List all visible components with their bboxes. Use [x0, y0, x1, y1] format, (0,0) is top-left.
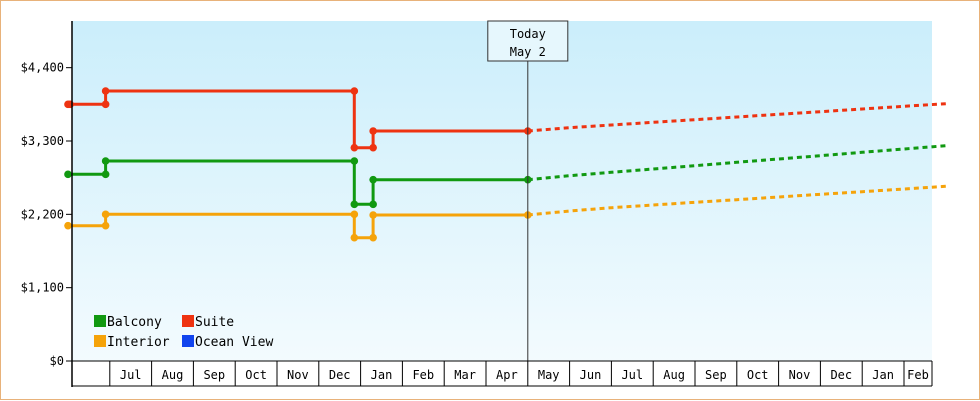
data-point-balcony: [101, 170, 110, 179]
data-point-suite: [101, 100, 110, 109]
data-point-suite: [101, 87, 110, 95]
data-point-balcony: [350, 157, 359, 165]
forecast-line-interior: [527, 184, 946, 217]
data-point-balcony: [101, 157, 110, 165]
legend-label-ocean-view: Ocean View: [195, 335, 273, 350]
data-point-balcony: [369, 200, 377, 209]
today-date-label: May 2: [510, 45, 546, 59]
today-marker: Today May 2: [487, 20, 569, 361]
axes: $0 $1,100 $2,200 $3,300 $4,400 Jul Aug Sep Oct No…: [21, 21, 933, 387]
x-tick-label: Jan: [872, 368, 894, 382]
y-tick-label: $4,400: [21, 61, 64, 75]
x-tick-label: Oct: [747, 368, 769, 382]
x-tick-label: Aug: [663, 368, 685, 382]
data-point-suite: [350, 87, 359, 95]
x-tick-label: Jan: [371, 368, 393, 382]
data-point-interior: [350, 233, 359, 242]
data-point-balcony: [64, 170, 72, 179]
today-label-box: [487, 20, 569, 62]
x-tick-label: Dec: [329, 368, 351, 382]
today-label: Today: [510, 27, 546, 41]
x-tick-label: Dec: [830, 368, 852, 382]
data-point-interior: [350, 210, 359, 219]
x-tick-label: Nov: [287, 368, 309, 382]
x-tick-label: Nov: [789, 368, 811, 382]
x-tick-label: Sep: [203, 368, 225, 382]
legend-label-suite: Suite: [195, 315, 234, 330]
series-lines: [64, 87, 946, 242]
x-tick-label: Feb: [412, 368, 434, 382]
x-tick-label: Apr: [496, 368, 518, 382]
y-tick-label: $1,100: [21, 281, 64, 295]
forecast-line-balcony: [527, 144, 946, 182]
x-tick-label: Feb: [907, 368, 929, 382]
data-point-interior: [101, 210, 110, 219]
forecast-line-suite: [527, 102, 946, 133]
x-tick-label: Mar: [454, 368, 476, 382]
legend-label-interior: Interior: [107, 335, 170, 350]
data-point-interior: [101, 221, 110, 230]
data-point-interior: [369, 233, 377, 242]
legend-swatch-balcony: [94, 315, 106, 327]
data-point-balcony: [350, 200, 359, 209]
plot-area: [72, 21, 932, 361]
y-tick-label: $3,300: [21, 134, 64, 148]
data-point-suite: [369, 143, 377, 152]
legend: Balcony Suite Interior Ocean View: [94, 315, 273, 350]
x-tick-label: May: [538, 368, 560, 382]
legend-label-balcony: Balcony: [107, 315, 162, 330]
x-tick-label: Jun: [580, 368, 602, 382]
data-point-balcony: [369, 175, 377, 184]
data-point-interior: [64, 221, 72, 230]
data-point-interior: [369, 211, 377, 219]
y-tick-label: $0: [50, 354, 64, 368]
x-tick-label: Oct: [245, 368, 267, 382]
data-point-suite: [350, 143, 359, 152]
y-tick-label: $2,200: [21, 207, 64, 221]
legend-swatch-interior: [94, 335, 106, 347]
x-tick-label: Jul: [120, 368, 142, 382]
x-tick-label: Jul: [621, 368, 643, 382]
legend-swatch-ocean-view: [182, 335, 194, 347]
legend-swatch-suite: [182, 315, 194, 327]
x-tick-label: Aug: [162, 368, 184, 382]
x-tick-label: Sep: [705, 368, 727, 382]
data-point-suite: [369, 127, 377, 135]
